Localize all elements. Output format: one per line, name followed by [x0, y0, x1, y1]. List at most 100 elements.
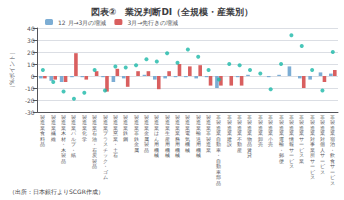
svg-text:ス: ス [330, 180, 335, 186]
svg-text:械: 械 [196, 152, 201, 158]
svg-text:ッ: ッ [102, 152, 108, 159]
svg-text:産: 産 [237, 147, 242, 153]
svg-text:業: 業 [40, 124, 46, 131]
svg-text:炭: 炭 [92, 152, 98, 159]
svg-text:業: 業 [299, 158, 304, 164]
svg-text:紙: 紙 [71, 152, 76, 158]
svg-text:業: 業 [71, 124, 77, 131]
svg-text:ス: ス [310, 174, 315, 180]
svg-text:20: 20 [27, 49, 35, 56]
svg-text:ゴ: ゴ [102, 168, 108, 175]
svg-text:製: 製 [81, 113, 87, 120]
svg-text:業: 業 [133, 124, 139, 131]
svg-text:売: 売 [258, 141, 263, 147]
svg-text:土: 土 [112, 146, 118, 153]
svg-text:製: 製 [71, 113, 77, 120]
svg-text:学: 学 [82, 136, 87, 142]
svg-text:業: 業 [206, 147, 211, 153]
svg-text:製: 製 [92, 157, 98, 164]
svg-text:業: 業 [102, 124, 108, 131]
svg-text:ス: ス [102, 141, 108, 148]
svg-text:繊: 繊 [50, 130, 56, 137]
svg-text:便: 便 [279, 158, 284, 164]
svg-text:木: 木 [61, 146, 67, 153]
svg-text:油: 油 [92, 135, 98, 142]
svg-text:械: 械 [175, 152, 180, 158]
svg-text:ラ: ラ [102, 135, 108, 142]
svg-text:石: 石 [113, 152, 118, 158]
svg-text:製: 製 [40, 113, 46, 120]
svg-text:図表② 業況判断DI（全規模・産業別）: 図表② 業況判断DI（全規模・産業別） [91, 7, 253, 17]
svg-text:造: 造 [81, 119, 87, 126]
svg-text:料: 料 [40, 135, 46, 142]
svg-text:品: 品 [40, 141, 45, 147]
svg-text:属: 属 [134, 147, 139, 153]
svg-text:40: 40 [27, 25, 35, 32]
svg-text:石: 石 [92, 146, 98, 153]
svg-text:造: 造 [61, 119, 67, 126]
svg-text:業: 業 [92, 124, 98, 131]
svg-text:-30: -30 [25, 109, 35, 116]
svg-text:品: 品 [61, 158, 66, 164]
svg-text:造: 造 [71, 119, 77, 126]
svg-text:-20: -20 [25, 97, 35, 104]
svg-text:ル: ル [71, 135, 77, 142]
svg-text:業: 業 [61, 124, 67, 131]
svg-text:プ: プ [71, 141, 77, 148]
svg-text:業: 業 [81, 124, 87, 131]
svg-text:業: 業 [112, 124, 118, 131]
svg-text:貸: 貸 [247, 152, 252, 158]
svg-text:製: 製 [133, 113, 139, 120]
svg-text:品: 品 [92, 163, 97, 169]
svg-text:品: 品 [144, 147, 149, 153]
svg-text:木: 木 [61, 130, 67, 137]
svg-text:設: 設 [227, 141, 232, 147]
svg-text:鉄: 鉄 [123, 130, 129, 137]
svg-text:造: 造 [123, 119, 129, 126]
svg-text:造: 造 [40, 119, 46, 126]
svg-text:ム: ム [103, 174, 108, 180]
svg-text:ス: ス [289, 163, 294, 169]
svg-text:非: 非 [133, 130, 139, 137]
svg-text:製: 製 [50, 113, 56, 120]
svg-text:業: 業 [112, 135, 118, 142]
svg-text:ス: ス [320, 169, 325, 175]
svg-text:造: 造 [92, 119, 98, 126]
svg-text:10: 10 [27, 61, 35, 68]
svg-text:業: 業 [50, 124, 56, 131]
svg-text:0: 0 [31, 73, 35, 80]
svg-text:品: 品 [216, 180, 221, 186]
svg-text:械: 械 [185, 147, 190, 153]
svg-text:プ: プ [102, 130, 108, 137]
svg-text:造: 造 [102, 119, 108, 126]
svg-text:造: 造 [50, 119, 56, 126]
svg-text:-10: -10 [25, 85, 35, 92]
svg-text:30: 30 [27, 37, 35, 44]
svg-text:械: 械 [154, 152, 159, 158]
svg-text:化: 化 [81, 130, 87, 137]
svg-text:12 月→3月の増減: 12 月→3月の増減 [58, 19, 106, 26]
svg-text:製: 製 [123, 113, 129, 120]
svg-text:製: 製 [92, 113, 98, 120]
svg-text:（%ポイント）: （%ポイント） [8, 49, 16, 91]
svg-text:ク: ク [102, 157, 108, 164]
svg-text:窯: 窯 [112, 130, 118, 137]
svg-text:3月→先行きの増減: 3月→先行きの増減 [127, 19, 178, 27]
svg-text:食: 食 [40, 130, 46, 137]
svg-text:パ: パ [71, 130, 77, 137]
svg-text:造: 造 [112, 119, 118, 126]
svg-text:鋼: 鋼 [123, 136, 128, 142]
svg-text:製: 製 [112, 113, 118, 120]
svg-text:製: 製 [61, 113, 67, 120]
svg-text:製: 製 [102, 113, 108, 120]
svg-text:製: 製 [61, 152, 67, 159]
svg-text:石: 石 [92, 130, 98, 137]
svg-text:械: 械 [165, 152, 170, 158]
svg-text:売: 売 [268, 141, 273, 147]
svg-text:維: 維 [50, 136, 56, 142]
svg-text:（出所：日本銀行よりSCGR作成）: （出所：日本銀行よりSCGR作成） [9, 188, 104, 196]
svg-text:業: 業 [123, 124, 129, 131]
svg-text:材: 材 [61, 135, 67, 142]
svg-text:チ: チ [102, 146, 108, 153]
svg-text:造: 造 [133, 119, 139, 126]
